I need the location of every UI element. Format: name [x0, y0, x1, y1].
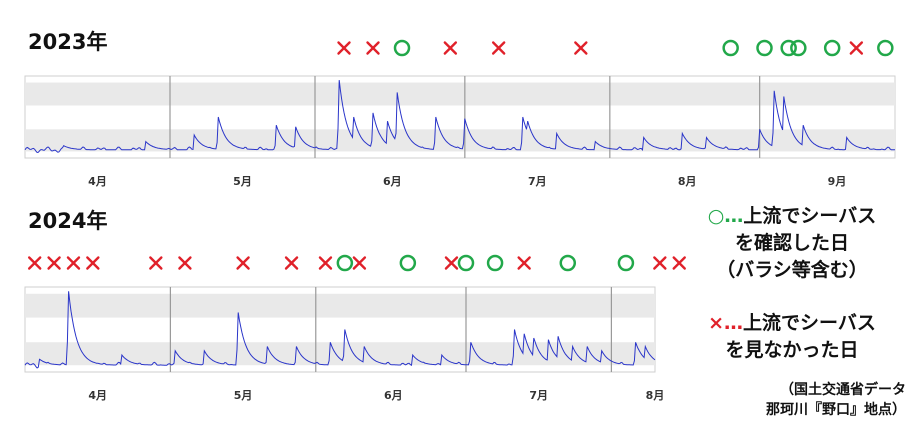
marker-not-seen-cross — [366, 41, 380, 55]
marker-not-seen-cross — [653, 256, 667, 270]
marker-not-seen-cross — [178, 256, 192, 270]
marker-seen-circle — [617, 254, 635, 272]
marker-seen-circle — [722, 39, 739, 57]
marker-not-seen-cross — [574, 41, 588, 55]
marker-seen-circle — [780, 39, 797, 57]
month-tick-label: 7月 — [529, 389, 548, 402]
marker-not-seen-cross — [443, 41, 458, 55]
chart-title-2024: 2024年 — [28, 209, 108, 233]
marker-not-seen-cross — [444, 256, 459, 270]
reference-band-upper — [25, 293, 655, 318]
marker-seen-circle — [790, 39, 807, 57]
marker-seen-circle — [399, 254, 417, 272]
marker-not-seen-cross — [337, 41, 351, 55]
month-tick-label: 5月 — [234, 389, 253, 402]
month-tick-label: 6月 — [384, 389, 403, 402]
legend-not-seen-marker: ×… — [708, 312, 744, 334]
marker-not-seen-cross — [352, 256, 367, 270]
marker-not-seen-cross — [86, 256, 100, 270]
marker-not-seen-cross — [284, 256, 299, 270]
month-tick-label: 4月 — [88, 175, 107, 188]
marker-not-seen-cross — [318, 256, 333, 270]
water-level-chart-2023: 4月 5月 6月 7月 8月 9月 — [24, 39, 896, 188]
legend-seen-marker: ○… — [707, 205, 744, 227]
reference-band-lower — [25, 129, 895, 152]
water-level-series — [24, 80, 895, 154]
legend-not-seen-line2: を見なかった日 — [725, 339, 859, 361]
marker-not-seen-cross — [66, 256, 81, 270]
marker-seen-circle — [877, 39, 894, 57]
marker-seen-circle — [756, 39, 773, 57]
marker-seen-circle — [486, 254, 504, 272]
legend-not-seen-line1: 上流でシーバス — [743, 312, 876, 334]
water-level-series — [24, 291, 656, 369]
month-tick-label: 5月 — [233, 175, 252, 188]
marker-seen-circle — [559, 254, 577, 272]
source-line1: （国土交通省データ — [780, 382, 906, 398]
marker-not-seen-cross — [47, 256, 61, 270]
legend-seen: ○…上流でシーバス を確認した日 （バラシ等含む） — [668, 203, 916, 284]
marker-seen-circle — [457, 254, 475, 272]
month-tick-label: 8月 — [678, 175, 697, 188]
legend-seen-line2: を確認した日 — [734, 232, 849, 254]
month-tick-label: 9月 — [828, 175, 847, 188]
marker-not-seen-cross — [491, 41, 506, 55]
marker-not-seen-cross — [672, 256, 686, 270]
month-tick-label: 4月 — [88, 389, 107, 402]
source-line2: 那珂川『野口』地点） — [766, 402, 906, 418]
marker-not-seen-cross — [236, 256, 250, 270]
month-tick-label: 7月 — [528, 175, 547, 188]
legend-not-seen: ×…上流でシーバス を見なかった日 — [668, 310, 916, 364]
data-source-note: （国土交通省データ 那珂川『野口』地点） — [766, 380, 906, 420]
marker-seen-circle — [823, 39, 841, 57]
legend-seen-line3: （バラシ等含む） — [716, 259, 868, 281]
chart-title-2023: 2023年 — [28, 30, 108, 54]
marker-not-seen-cross — [149, 256, 163, 270]
marker-not-seen-cross — [27, 256, 42, 270]
month-tick-label: 8月 — [646, 389, 665, 402]
marker-seen-circle — [393, 39, 411, 57]
reference-band-upper — [25, 82, 895, 106]
water-level-chart-2024: 4月 5月 6月 7月 8月 — [24, 254, 686, 402]
month-tick-label: 6月 — [383, 175, 402, 188]
marker-not-seen-cross — [849, 41, 864, 55]
marker-seen-circle — [336, 254, 354, 272]
marker-not-seen-cross — [517, 256, 531, 270]
legend-seen-line1: 上流でシーバス — [743, 205, 877, 227]
reference-band-lower — [25, 342, 655, 366]
